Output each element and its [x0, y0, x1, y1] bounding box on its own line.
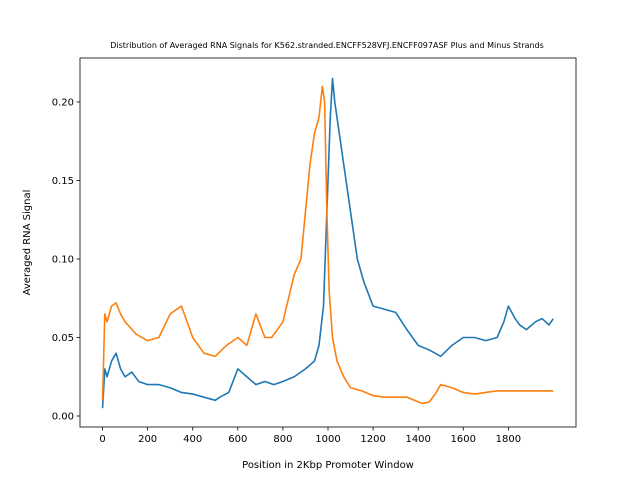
x-tick-label: 1200: [360, 434, 385, 445]
series-line-2: [101, 85, 554, 405]
chart-title: Distribution of Averaged RNA Signals for…: [110, 41, 544, 50]
x-tick-label: 1600: [451, 434, 476, 445]
x-tick-label: 400: [183, 434, 202, 445]
y-tick-label: 0.20: [52, 97, 74, 108]
x-axis-label: Position in 2Kbp Promoter Window: [242, 460, 414, 471]
series-line-1: [101, 77, 554, 409]
series-layer: [101, 77, 554, 409]
x-tick-label: 200: [138, 434, 157, 445]
x-tick-label: 0: [99, 434, 105, 445]
x-axis-ticks: 0 200 400 600 800 1000 1200 1400 1600 1800: [99, 427, 521, 445]
y-axis-ticks: 0.00 0.05 0.10 0.15 0.20: [52, 97, 80, 423]
x-tick-label: 1000: [315, 434, 340, 445]
x-tick-label: 1800: [496, 434, 521, 445]
x-tick-label: 800: [273, 434, 292, 445]
y-tick-label: 0.05: [52, 333, 74, 344]
x-tick-label: 1400: [405, 434, 430, 445]
y-tick-label: 0.00: [52, 412, 74, 423]
x-tick-label: 600: [228, 434, 247, 445]
y-tick-label: 0.10: [52, 254, 74, 265]
y-axis-label: Averaged RNA Signal: [22, 190, 33, 296]
y-tick-label: 0.15: [52, 176, 74, 187]
plot-area: [79, 57, 577, 428]
